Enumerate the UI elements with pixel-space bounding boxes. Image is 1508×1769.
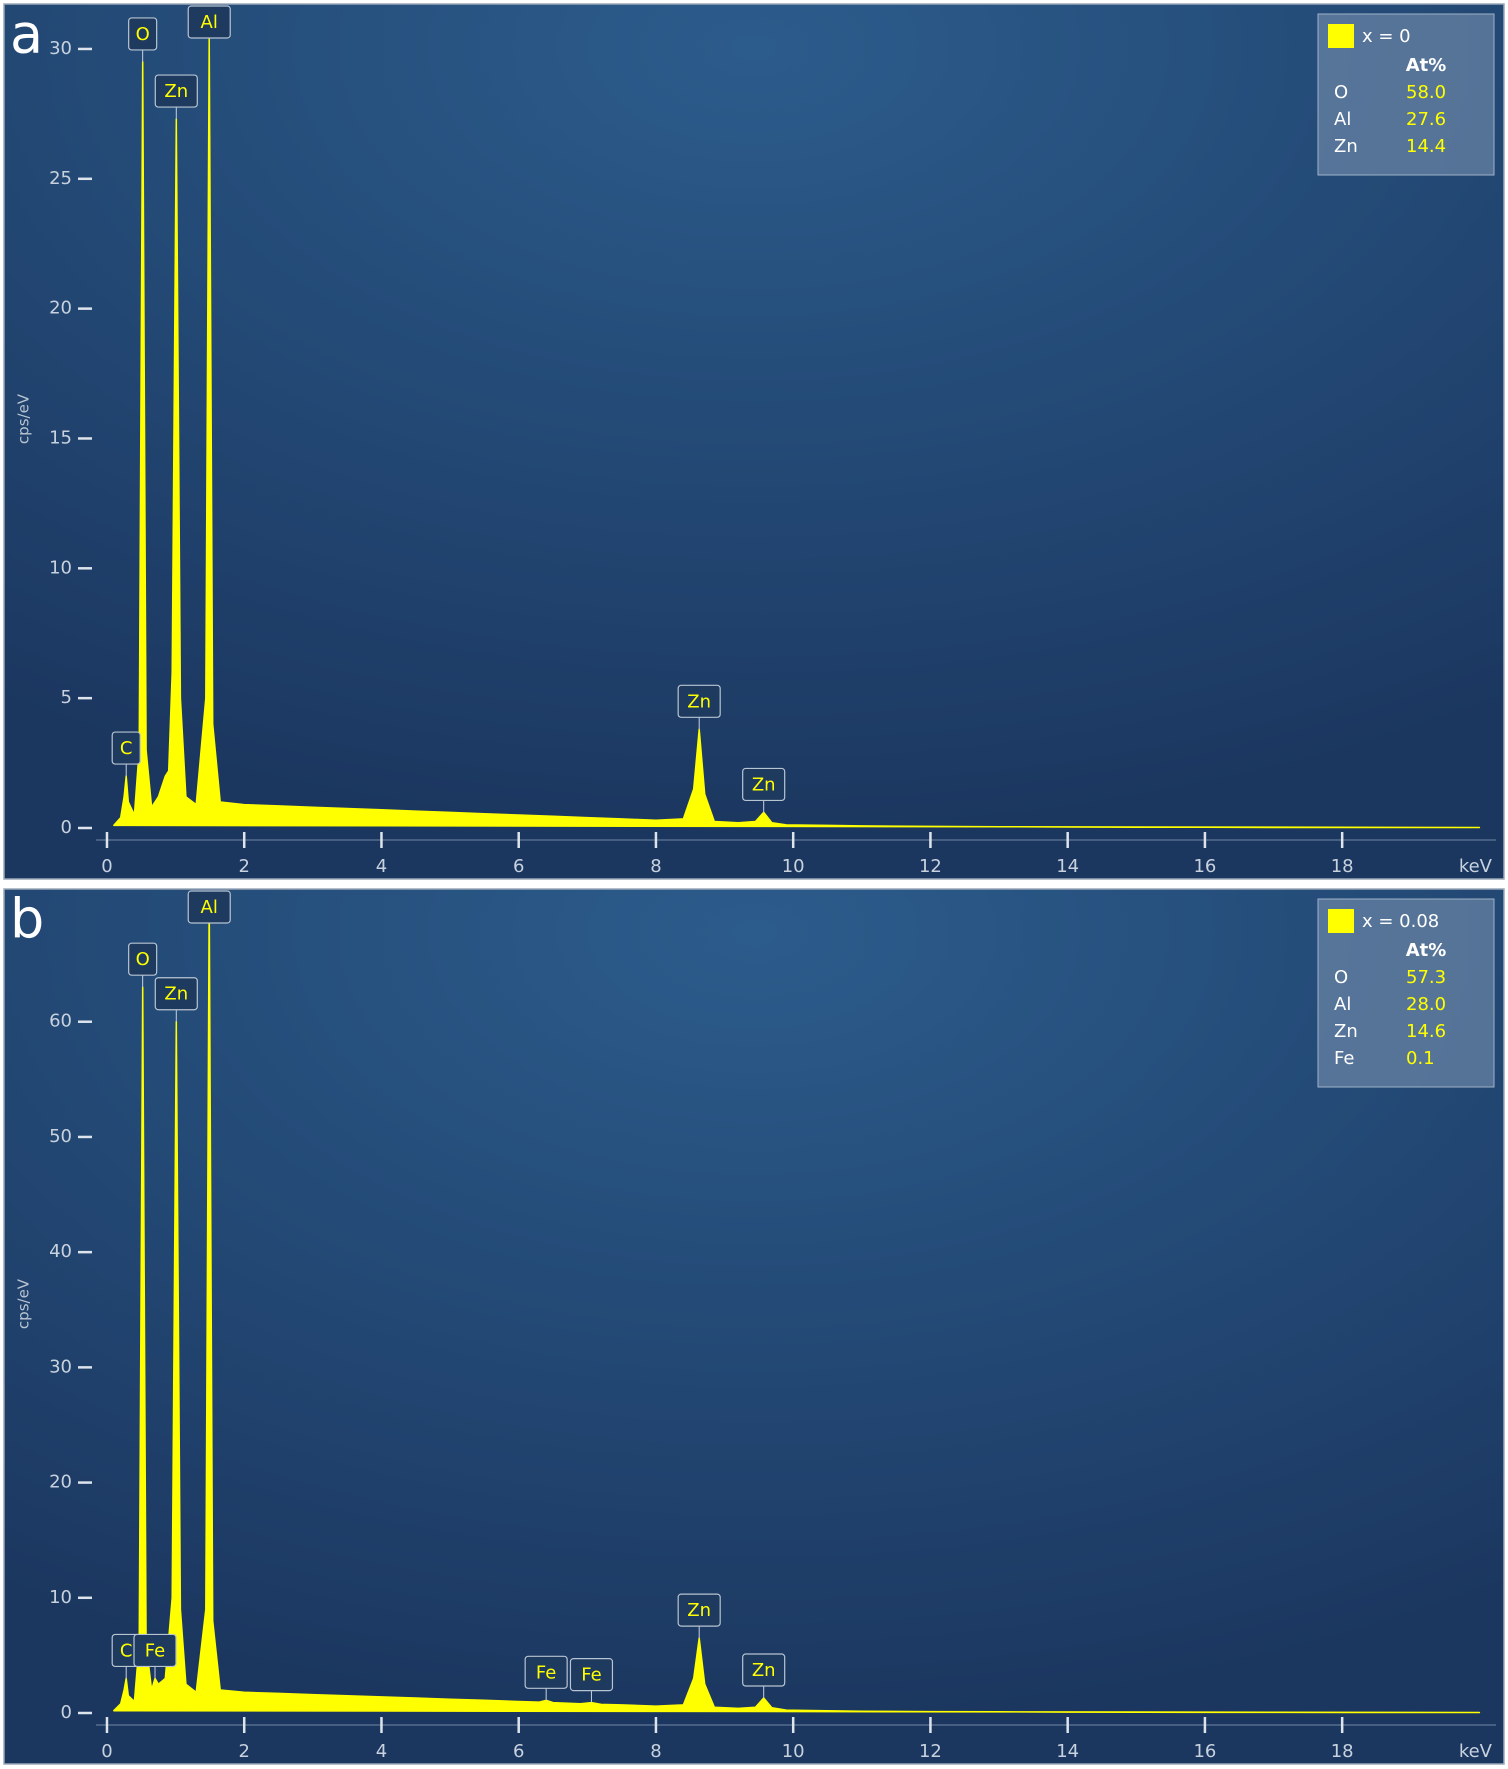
y-tick-label: 0 <box>61 1702 72 1723</box>
x-tick-label: 0 <box>101 1741 112 1762</box>
legend-swatch <box>1328 909 1354 933</box>
peak-label-box <box>111 731 141 765</box>
peak-label-box <box>154 74 198 108</box>
at-percent: 28.0 <box>1406 994 1446 1015</box>
peak-label: C <box>120 738 133 759</box>
x-tick-label: 2 <box>238 1741 249 1762</box>
y-tick-label: 10 <box>49 1587 72 1608</box>
x-tick-label: 8 <box>650 1741 661 1762</box>
composition-header: At% <box>1406 940 1447 961</box>
panel-label: b <box>10 888 44 951</box>
x-tick-label: 10 <box>782 1741 805 1762</box>
panel-label: a <box>10 3 43 66</box>
peak-label: Zn <box>164 81 188 102</box>
peak-label-box <box>187 5 231 39</box>
element: Zn <box>1334 136 1358 157</box>
y-tick-label: 60 <box>49 1011 72 1032</box>
x-tick-label: 0 <box>101 856 112 877</box>
x-tick-label: 8 <box>650 856 661 877</box>
peak-label: Zn <box>752 774 776 795</box>
element: Al <box>1334 994 1351 1015</box>
element: O <box>1334 967 1348 988</box>
y-tick-label: 50 <box>49 1126 72 1147</box>
peak-label-box <box>187 890 231 924</box>
x-tick-label: 18 <box>1331 856 1354 877</box>
peak-label-box <box>677 684 721 718</box>
x-tick-label: 4 <box>376 856 387 877</box>
peak-label: Al <box>201 12 218 33</box>
y-tick-label: 25 <box>49 168 72 189</box>
y-tick-label: 5 <box>61 687 72 708</box>
peak-label: C <box>120 1640 133 1661</box>
peak-label-box <box>742 767 786 802</box>
peak-label: Zn <box>687 1600 711 1621</box>
x-tick-label: 16 <box>1193 856 1216 877</box>
y-tick-label: 40 <box>49 1241 72 1262</box>
peak-label: Al <box>201 897 218 918</box>
x-tick-label: 16 <box>1193 1741 1216 1762</box>
peak-label: Zn <box>752 1660 776 1681</box>
y-tick-label: 30 <box>49 38 72 59</box>
legend-label: x = 0 <box>1362 26 1411 47</box>
element: O <box>1334 82 1348 103</box>
peak-label-box <box>677 1593 721 1627</box>
x-tick-label: 12 <box>919 1741 942 1762</box>
x-tick-label: 14 <box>1056 1741 1079 1762</box>
x-tick-label: 12 <box>919 856 942 877</box>
peak-label: Fe <box>581 1665 601 1686</box>
peak-label-box <box>524 1655 568 1689</box>
peak-label-box <box>154 977 198 1011</box>
peak-label: Zn <box>687 691 711 712</box>
x-tick-label: 18 <box>1331 1741 1354 1762</box>
peak-label-box <box>569 1658 614 1692</box>
x-axis-label: keV <box>1459 856 1493 877</box>
element: Fe <box>1334 1048 1354 1069</box>
peak-label-box <box>128 17 158 51</box>
peak-label-box <box>128 942 158 976</box>
legend-label: x = 0.08 <box>1362 911 1439 932</box>
peak-label-box <box>742 1653 786 1687</box>
at-percent: 58.0 <box>1406 82 1446 103</box>
x-axis-label: keV <box>1459 1741 1493 1762</box>
y-tick-label: 20 <box>49 298 72 319</box>
x-tick-label: 10 <box>782 856 805 877</box>
at-percent: 27.6 <box>1406 109 1446 130</box>
peak-label: Fe <box>145 1640 165 1661</box>
peak-label-box <box>133 1633 177 1668</box>
at-percent: 14.6 <box>1406 1021 1446 1042</box>
y-tick-label: 15 <box>49 427 72 448</box>
at-percent: 0.1 <box>1406 1048 1435 1069</box>
peak-label: O <box>136 24 150 45</box>
x-tick-label: 4 <box>376 1741 387 1762</box>
element: Al <box>1334 109 1351 130</box>
y-tick-label: 0 <box>61 817 72 838</box>
x-tick-label: 6 <box>513 856 524 877</box>
y-tick-label: 30 <box>49 1356 72 1377</box>
panel-background <box>3 3 1505 880</box>
peak-label: Fe <box>536 1662 556 1683</box>
y-tick-label: 10 <box>49 557 72 578</box>
composition-header: At% <box>1406 55 1447 76</box>
at-percent: 57.3 <box>1406 967 1446 988</box>
y-tick-label: 20 <box>49 1472 72 1493</box>
panel-background <box>3 888 1505 1765</box>
legend-swatch <box>1328 24 1354 48</box>
at-percent: 14.4 <box>1406 136 1446 157</box>
element: Zn <box>1334 1021 1358 1042</box>
x-tick-label: 2 <box>238 856 249 877</box>
y-axis-label: cps/eV <box>15 393 33 444</box>
panel: a cps/eV 0 5 10 15 20 25 30 0 2 4 6 8 10 12 14 16 18 keV C O Z… <box>3 3 1505 880</box>
x-tick-label: 6 <box>513 1741 524 1762</box>
peak-label: Zn <box>164 984 188 1005</box>
peak-label: O <box>136 949 150 970</box>
spectrum <box>113 35 1481 829</box>
x-tick-label: 14 <box>1056 856 1079 877</box>
y-axis-label: cps/eV <box>15 1278 33 1329</box>
